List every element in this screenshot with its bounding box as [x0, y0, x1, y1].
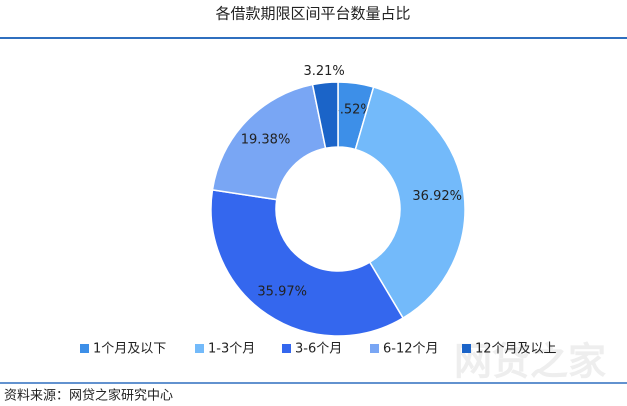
legend-label: 3-6个月: [295, 342, 342, 357]
legend-swatch: [370, 344, 379, 353]
legend-label: 6-12个月: [383, 342, 439, 357]
data-label: 19.38%: [241, 133, 291, 148]
data-label: 4.52%: [331, 103, 372, 118]
donut-slice: [211, 83, 327, 201]
watermark: 网贷之家: [454, 340, 606, 384]
legend-label: 1个月及以下: [93, 342, 166, 357]
donut-slice: [210, 188, 405, 337]
legend-label: 12个月及以上: [475, 342, 557, 357]
legend-swatch: [195, 344, 204, 353]
donut-slice: [311, 81, 339, 150]
source: 资料来源：网贷之家研究中心: [4, 388, 173, 404]
legend-swatch: [462, 344, 471, 353]
legend-swatch: [80, 344, 89, 353]
legend-label: 1-3个月: [208, 342, 255, 357]
chart-title: 各借款期限区间平台数量占比: [215, 5, 410, 23]
donut-slice: [354, 86, 466, 320]
data-label: 3.21%: [303, 64, 344, 79]
legend-swatch: [282, 344, 291, 353]
data-label: 35.97%: [257, 284, 307, 299]
data-label: 36.92%: [412, 189, 462, 204]
